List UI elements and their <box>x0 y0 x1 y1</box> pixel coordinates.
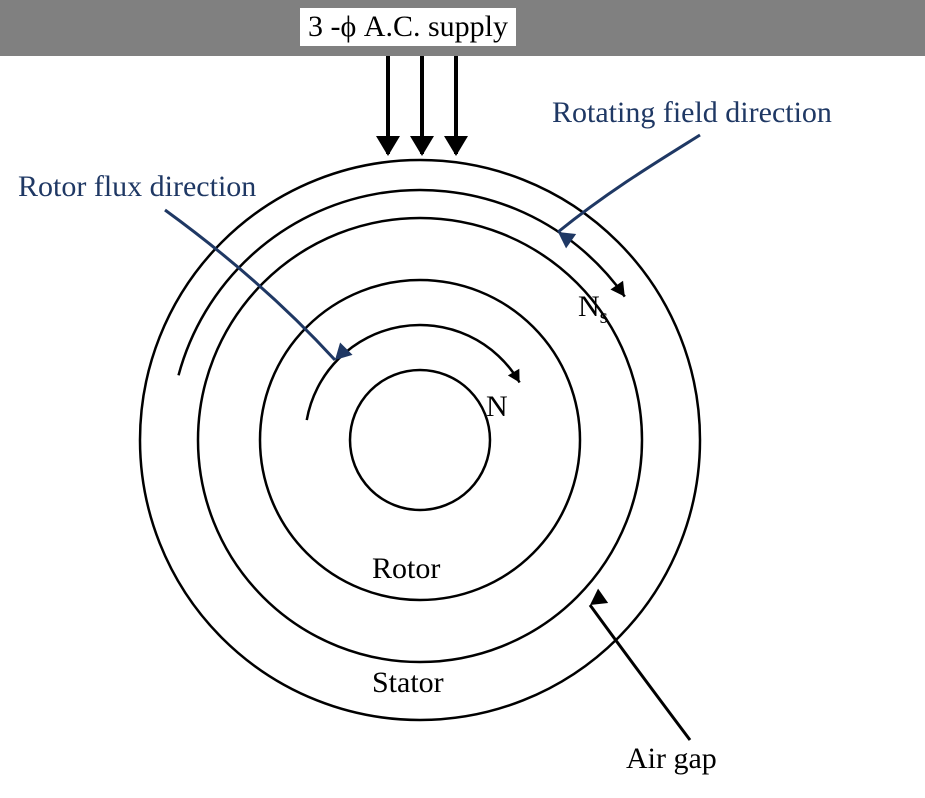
diagram-svg <box>0 0 925 798</box>
